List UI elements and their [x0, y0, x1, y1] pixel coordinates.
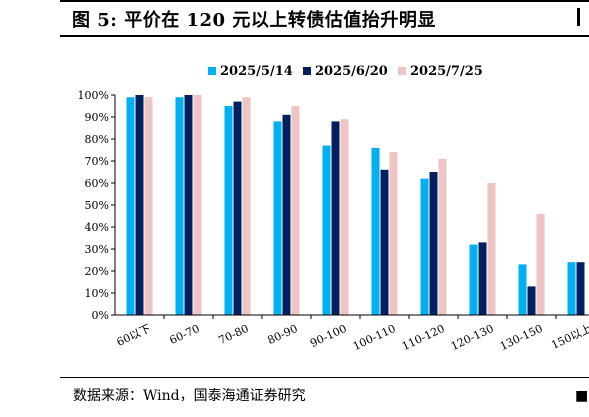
bar	[193, 95, 202, 315]
x-tick-label: 150以上	[549, 322, 589, 352]
bar	[331, 121, 340, 316]
y-tick-label: 10%	[85, 287, 109, 300]
legend-swatch	[208, 67, 216, 75]
bar	[527, 286, 536, 315]
bar	[576, 262, 585, 315]
y-tick-label: 100%	[78, 89, 109, 102]
bar	[242, 97, 251, 315]
legend-swatch	[398, 67, 406, 75]
bar	[273, 121, 282, 316]
bar	[291, 106, 300, 315]
y-axis: 0% 10% 20% 30% 40% 50% 60% 70% 80% 90% 100%	[78, 89, 116, 322]
bar	[224, 106, 233, 315]
bar	[438, 158, 447, 315]
bar	[536, 213, 545, 315]
x-tick-label: 60-70	[168, 322, 202, 347]
bar-chart: 2025/5/14 2025/6/20 2025/7/25 0% 10% 20% 30% 4…	[78, 64, 589, 353]
x-tick-label: 80-90	[266, 322, 300, 347]
figure-label: 图 5:	[72, 10, 118, 31]
bar	[322, 145, 331, 315]
bar	[469, 244, 478, 315]
legend-label: 2025/7/25	[410, 64, 483, 79]
source-text: Wind，国泰海通证券研究	[143, 388, 306, 404]
bar	[487, 183, 496, 315]
x-tick-label: 130-150	[498, 322, 545, 353]
figure-title: 图 5: 平价在 120 元以上转债估值抬升明显	[72, 6, 436, 32]
title-rule	[60, 35, 589, 37]
bars	[126, 95, 585, 316]
bar	[126, 97, 135, 315]
legend: 2025/5/14 2025/6/20 2025/7/25	[208, 64, 483, 79]
legend-swatch	[303, 67, 311, 75]
bar	[478, 242, 487, 315]
bar	[135, 95, 144, 315]
y-tick-label: 0%	[92, 309, 109, 322]
legend-label: 2025/6/20	[315, 64, 388, 79]
bar	[175, 97, 184, 315]
top-rule	[60, 0, 589, 2]
y-tick-label: 30%	[85, 243, 109, 256]
bar	[429, 172, 438, 315]
bar	[233, 101, 242, 315]
bar	[371, 147, 380, 315]
bar	[518, 264, 527, 315]
y-tick-label: 50%	[85, 199, 109, 212]
bar	[184, 95, 193, 315]
bar	[340, 119, 349, 315]
x-tick-label: 100-110	[351, 322, 398, 353]
y-tick-label: 70%	[85, 155, 109, 168]
bottom-rule	[60, 377, 589, 378]
x-tick-label: 90-100	[308, 322, 349, 350]
x-tick-label: 110-120	[400, 322, 447, 353]
y-tick-label: 20%	[85, 265, 109, 278]
x-tick-label: 120-130	[449, 322, 496, 353]
bar	[144, 97, 153, 315]
x-tick-label: 70-80	[217, 322, 251, 347]
x-tick-label: 60以下	[115, 322, 153, 349]
y-tick-label: 80%	[85, 133, 109, 146]
y-tick-label: 90%	[85, 111, 109, 124]
bar	[282, 114, 291, 315]
bar	[420, 178, 429, 315]
bar	[380, 169, 389, 315]
source-label: 数据来源：	[73, 388, 143, 404]
x-axis: 60以下 60-70 70-80 80-90 90-100 100-110 110-120 1…	[115, 314, 589, 353]
y-tick-label: 40%	[85, 221, 109, 234]
clipped-right-text: ■	[575, 388, 589, 404]
legend-label: 2025/5/14	[220, 64, 293, 79]
y-tick-label: 60%	[85, 177, 109, 190]
bar	[389, 152, 398, 315]
clipped-right-marker	[577, 8, 585, 26]
bar	[567, 262, 576, 315]
source-note: 数据来源：Wind，国泰海通证券研究	[73, 385, 306, 405]
figure-title-text: 平价在 120 元以上转债估值抬升明显	[124, 10, 436, 31]
